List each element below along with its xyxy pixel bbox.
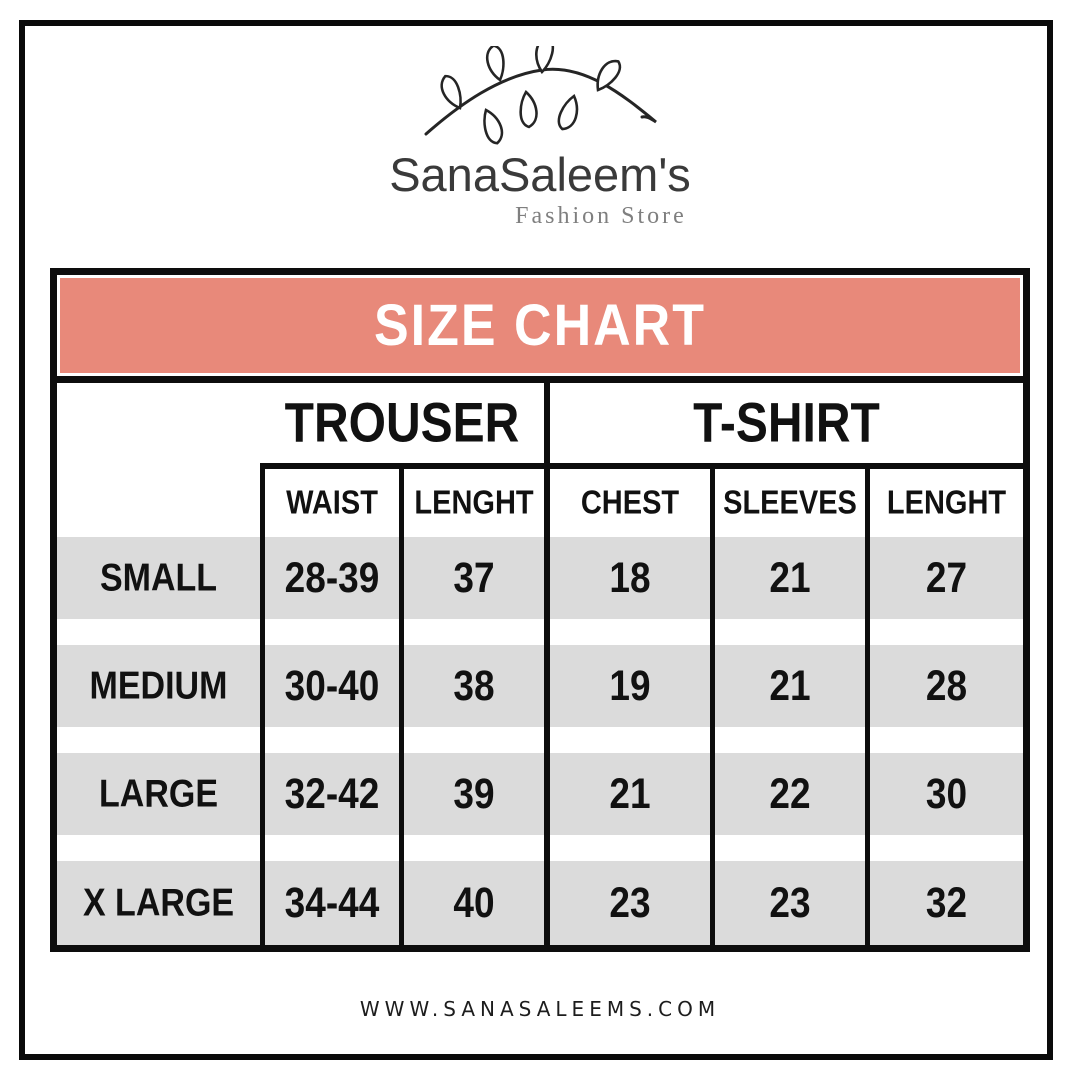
cell-value: 39 — [453, 769, 495, 817]
row-label-cell: LARGE — [57, 753, 260, 861]
cell-trouser-lenght: 39 — [399, 753, 544, 861]
cell-waist: 32-42 — [260, 753, 399, 861]
cell-chest: 18 — [544, 537, 710, 645]
cell-value: 19 — [609, 661, 651, 709]
cell-chest: 23 — [544, 861, 710, 945]
column-header-label: LENGHT — [886, 484, 1007, 521]
row-label: LARGE — [99, 771, 218, 816]
group-label-trouser: TROUSER — [284, 392, 520, 454]
row-label-cell: MEDIUM — [57, 645, 260, 753]
cell-waist: 34-44 — [260, 861, 399, 945]
cell-value: 23 — [769, 878, 811, 926]
cell-trouser-lenght: 40 — [399, 861, 544, 945]
column-header-waist: WAIST — [260, 463, 399, 537]
column-header-label: SLEEVES — [723, 484, 857, 521]
group-label-tshirt: T-SHIRT — [693, 392, 880, 454]
cell-tshirt-lenght: 30 — [865, 753, 1023, 861]
column-header-label: LENGHT — [414, 484, 534, 521]
cell-value: 21 — [769, 553, 811, 601]
table-row-xlarge: X LARGE 34-44 40 23 23 32 — [57, 861, 1023, 945]
group-header-row: TROUSER T-SHIRT — [57, 383, 1023, 463]
cell-value: 18 — [609, 553, 651, 601]
cell-value: 37 — [453, 553, 495, 601]
branch-icon — [424, 46, 657, 146]
size-chart-table: SIZE CHART TROUSER T-SHIRT WAIST LENGHT … — [50, 268, 1030, 952]
cell-tshirt-lenght: 28 — [865, 645, 1023, 753]
cell-chest: 21 — [544, 753, 710, 861]
size-chart-banner: SIZE CHART — [57, 275, 1023, 376]
cell-value: 34-44 — [284, 878, 380, 926]
size-chart-title: SIZE CHART — [374, 293, 706, 358]
cell-value: 30-40 — [284, 661, 380, 709]
cell-value: 21 — [769, 661, 811, 709]
cell-waist: 30-40 — [260, 645, 399, 753]
cell-value: 30 — [925, 769, 968, 817]
cell-sleeves: 21 — [710, 537, 865, 645]
brand-text-block: SanaSaleem's Fashion Store — [389, 150, 691, 230]
cell-tshirt-lenght: 27 — [865, 537, 1023, 645]
cell-value: 40 — [453, 878, 495, 926]
cell-value: 21 — [609, 769, 651, 817]
brand-logo: SanaSaleem's Fashion Store — [0, 46, 1080, 230]
table-row-medium: MEDIUM 30-40 38 19 21 28 — [57, 645, 1023, 753]
cell-tshirt-lenght: 32 — [865, 861, 1023, 945]
website-url: WWW.SANASALEEMS.COM — [359, 997, 721, 1021]
cell-value: 38 — [453, 661, 495, 709]
cell-sleeves: 21 — [710, 645, 865, 753]
group-header-spacer — [57, 383, 260, 463]
row-label-cell: SMALL — [57, 537, 260, 645]
table-row-large: LARGE 32-42 39 21 22 30 — [57, 753, 1023, 861]
row-gap — [57, 619, 260, 645]
cell-value: 28 — [925, 661, 968, 709]
column-header-sleeves: SLEEVES — [710, 463, 865, 537]
cell-value: 32 — [925, 878, 968, 926]
row-label: MEDIUM — [89, 663, 228, 708]
cell-value: 28-39 — [284, 553, 380, 601]
banner-separator — [57, 376, 1023, 383]
brand-tagline: Fashion Store — [515, 203, 687, 230]
brand-name: SanaSaleem's — [389, 148, 691, 201]
column-header-spacer — [57, 463, 260, 537]
cell-value: 23 — [609, 878, 651, 926]
column-header-tshirt-lenght: LENGHT — [865, 463, 1023, 537]
cell-chest: 19 — [544, 645, 710, 753]
cell-sleeves: 23 — [710, 861, 865, 945]
group-header-tshirt: T-SHIRT — [544, 383, 1023, 463]
cell-value: 32-42 — [284, 769, 380, 817]
cell-value: 22 — [769, 769, 811, 817]
row-label-cell: X LARGE — [57, 861, 260, 945]
row-gap — [57, 727, 260, 753]
column-header-label: CHEST — [580, 484, 680, 521]
cell-sleeves: 22 — [710, 753, 865, 861]
row-label: X LARGE — [82, 880, 235, 925]
column-header-row: WAIST LENGHT CHEST SLEEVES LENGHT — [57, 463, 1023, 537]
cell-value: 27 — [925, 553, 968, 601]
cell-trouser-lenght: 37 — [399, 537, 544, 645]
cell-waist: 28-39 — [260, 537, 399, 645]
column-header-chest: CHEST — [544, 463, 710, 537]
row-label: SMALL — [99, 555, 218, 600]
column-header-label: WAIST — [286, 484, 378, 521]
group-header-trouser: TROUSER — [260, 383, 544, 463]
column-header-trouser-lenght: LENGHT — [399, 463, 544, 537]
table-row-small: SMALL 28-39 37 18 21 27 — [57, 537, 1023, 645]
cell-trouser-lenght: 38 — [399, 645, 544, 753]
row-gap — [57, 835, 260, 861]
